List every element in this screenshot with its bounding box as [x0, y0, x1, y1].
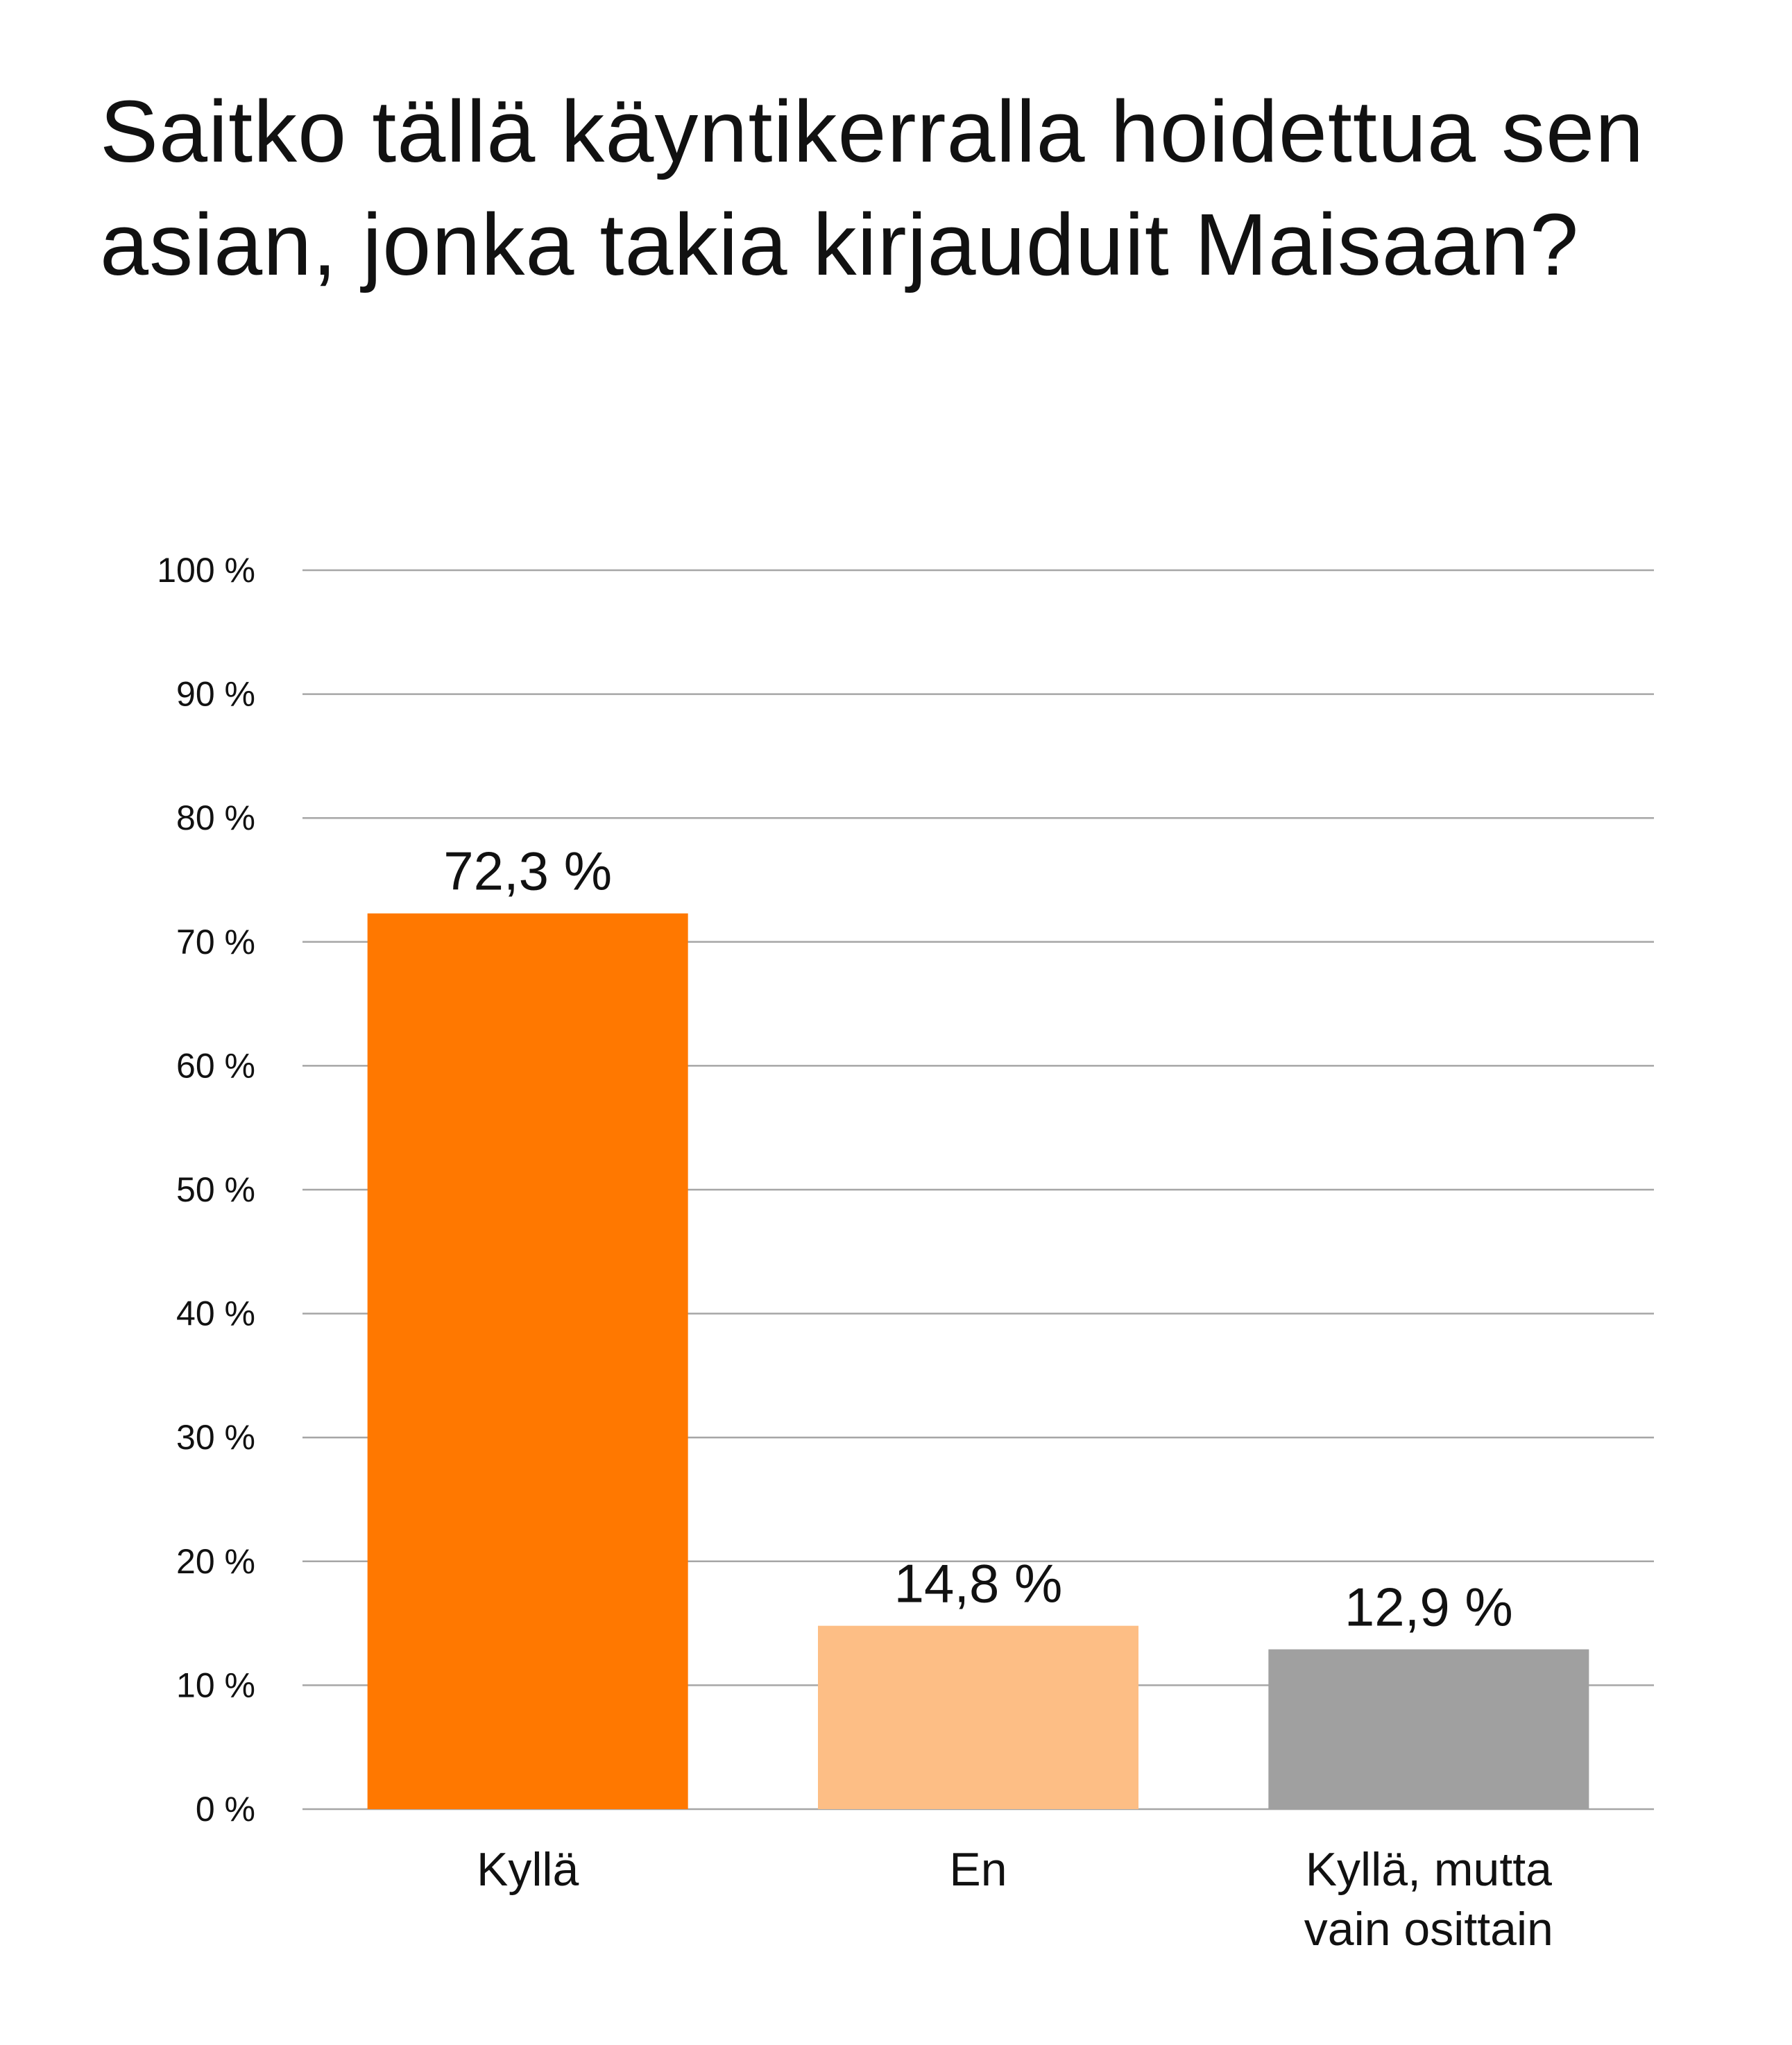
- data-label: 72,3 %: [443, 841, 612, 902]
- x-category-label-line: En: [949, 1843, 1007, 1896]
- y-tick-label: 100 %: [157, 551, 255, 590]
- y-tick-label: 70 %: [176, 923, 255, 961]
- chart-title: Saitko tällä käyntikerralla hoidettua se…: [100, 83, 1645, 293]
- x-axis-categories: Kyllä En Kyllä, mutta vain osittain: [477, 1843, 1553, 1956]
- y-tick-label: 40 %: [176, 1294, 255, 1333]
- y-tick-label: 30 %: [176, 1418, 255, 1457]
- y-tick-label: 60 %: [176, 1046, 255, 1085]
- bars: [367, 913, 1589, 1809]
- data-label: 14,8 %: [894, 1553, 1063, 1614]
- x-category-label: Kyllä, mutta vain osittain: [1304, 1843, 1553, 1956]
- bar-1: [367, 913, 688, 1809]
- bar-2: [818, 1625, 1138, 1809]
- data-label: 12,9 %: [1345, 1577, 1513, 1638]
- x-category-label-line: Kyllä: [477, 1843, 579, 1896]
- y-tick-label: 50 %: [176, 1170, 255, 1209]
- x-category-label-line: Kyllä, mutta: [1306, 1843, 1552, 1896]
- bar-3: [1268, 1649, 1589, 1809]
- y-axis-ticks: 0 % 10 % 20 % 30 % 40 % 50 % 60 % 70 % 80 % 90 % 1…: [157, 551, 255, 1829]
- y-tick-label: 80 %: [176, 798, 255, 837]
- x-category-label-line: vain osittain: [1304, 1903, 1553, 1956]
- data-labels: 72,3 % 14,8 % 12,9 %: [443, 841, 1513, 1638]
- y-tick-label: 0 %: [196, 1790, 255, 1829]
- y-tick-label: 10 %: [176, 1666, 255, 1704]
- x-category-label: Kyllä: [477, 1843, 579, 1896]
- y-tick-label: 90 %: [176, 675, 255, 714]
- x-category-label: En: [949, 1843, 1007, 1896]
- y-tick-label: 20 %: [176, 1542, 255, 1581]
